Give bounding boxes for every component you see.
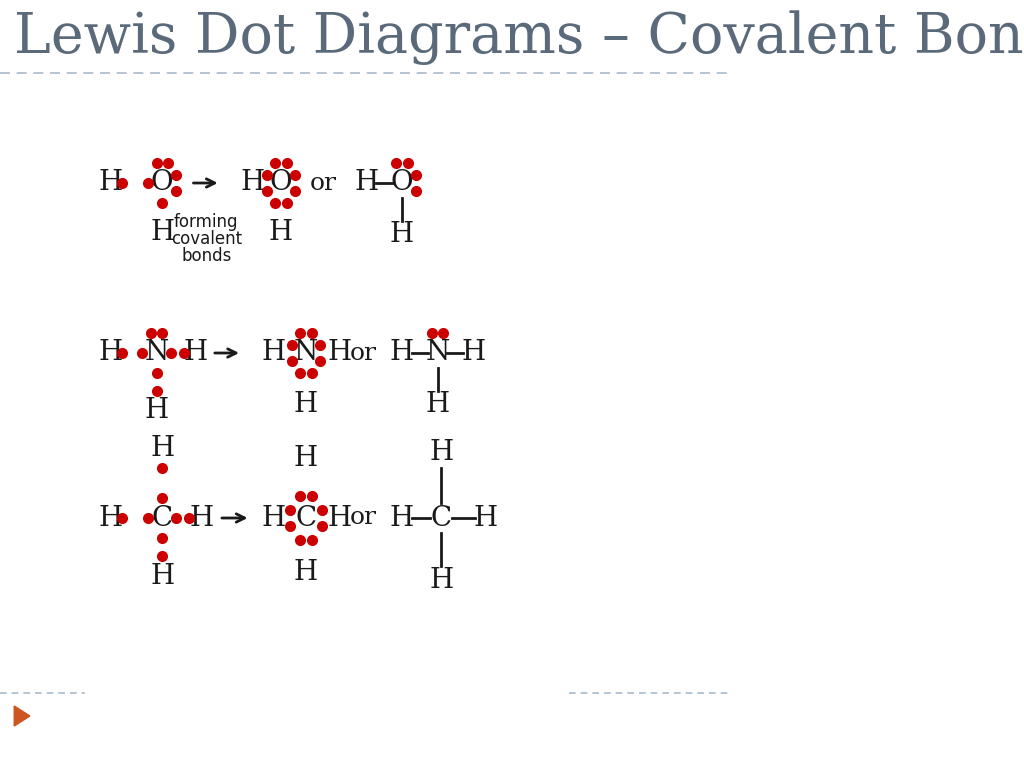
Text: O: O	[151, 170, 173, 197]
Text: C: C	[152, 505, 173, 531]
Text: H: H	[189, 505, 213, 531]
Text: H: H	[390, 505, 414, 531]
Text: H: H	[269, 220, 293, 247]
Text: H: H	[98, 339, 122, 366]
Text: C: C	[295, 505, 316, 531]
Text: H: H	[461, 339, 485, 366]
Text: H: H	[98, 505, 122, 531]
Text: C: C	[430, 505, 452, 531]
Text: bonds: bonds	[181, 247, 231, 265]
Text: H: H	[473, 505, 498, 531]
Polygon shape	[14, 706, 30, 726]
Text: O: O	[390, 170, 414, 197]
Text: O: O	[269, 170, 292, 197]
Text: H: H	[390, 339, 414, 366]
Text: H: H	[294, 560, 318, 587]
Text: N: N	[294, 339, 318, 366]
Text: H: H	[425, 392, 450, 419]
Text: Lewis Dot Diagrams – Covalent Bonds: Lewis Dot Diagrams – Covalent Bonds	[14, 11, 1024, 65]
Text: or: or	[349, 342, 376, 365]
Text: H: H	[262, 505, 286, 531]
Text: N: N	[425, 339, 450, 366]
Text: H: H	[183, 339, 208, 366]
Text: H: H	[429, 567, 454, 594]
Text: H: H	[98, 170, 122, 197]
Text: or: or	[349, 507, 376, 529]
Text: H: H	[429, 439, 454, 466]
Text: H: H	[241, 170, 264, 197]
Text: H: H	[328, 339, 352, 366]
Text: forming: forming	[174, 213, 239, 231]
Text: or: or	[310, 171, 337, 194]
Text: N: N	[144, 339, 169, 366]
Text: H: H	[262, 339, 286, 366]
Text: H: H	[390, 221, 414, 249]
Text: H: H	[354, 170, 379, 197]
Text: H: H	[294, 392, 318, 419]
Text: H: H	[144, 398, 169, 425]
Text: covalent: covalent	[171, 230, 242, 248]
Text: H: H	[151, 435, 174, 462]
Text: H: H	[328, 505, 352, 531]
Text: H: H	[151, 562, 174, 590]
Text: H: H	[151, 220, 174, 247]
Text: H: H	[294, 445, 318, 472]
